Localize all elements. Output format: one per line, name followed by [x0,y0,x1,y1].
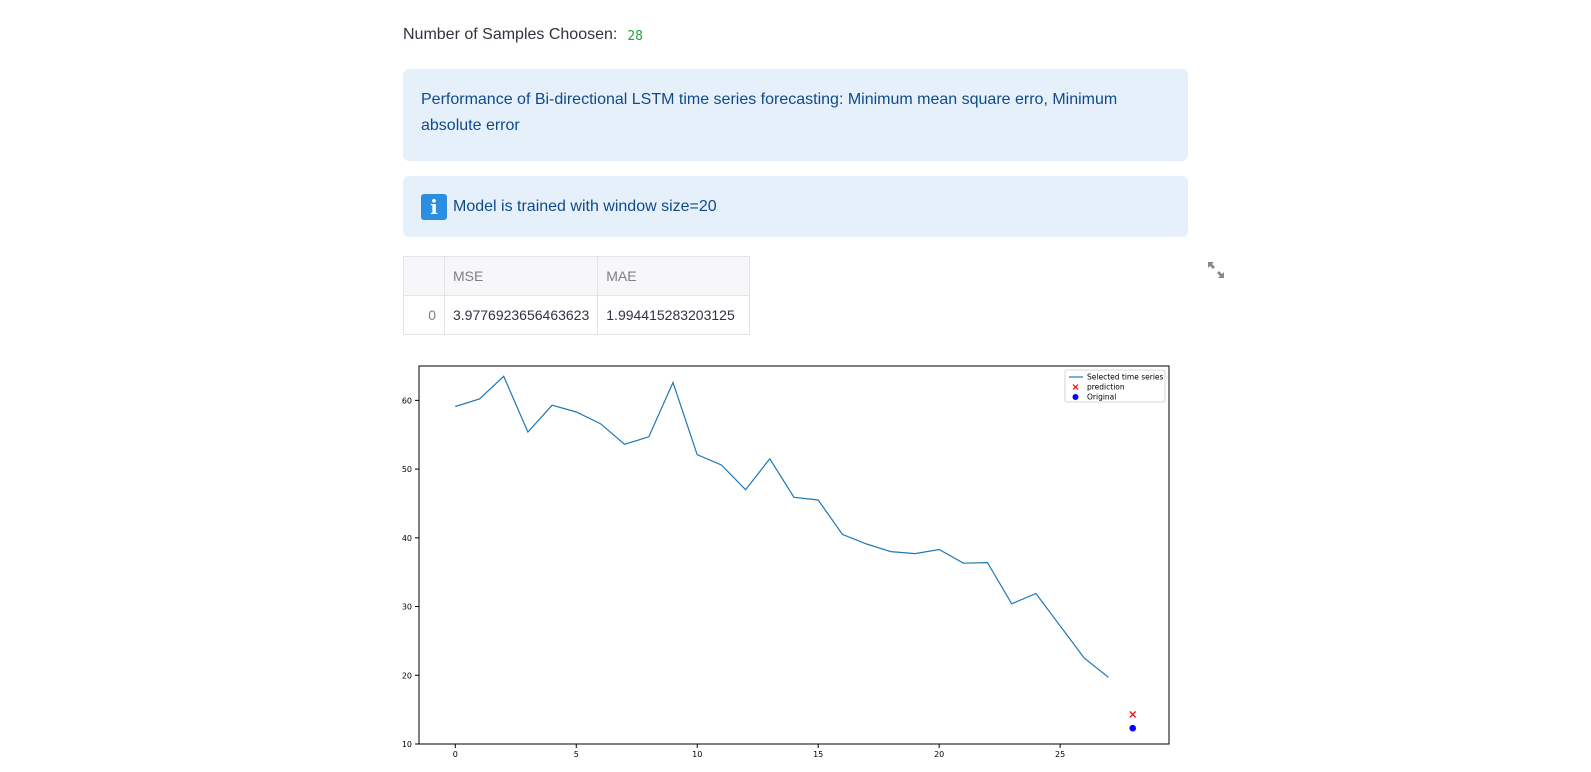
y-tick-label: 40 [402,534,412,543]
expand-icon[interactable] [1206,260,1226,280]
y-tick-label: 60 [402,396,412,405]
legend-label: prediction [1087,383,1125,392]
performance-info-text: Performance of Bi-directional LSTM time … [421,91,1118,134]
info-icon: i [421,193,447,220]
samples-label: Number of Samples Choosen: [403,26,618,43]
legend-label: Original [1087,393,1116,402]
plot-frame [418,365,1170,745]
legend-box [1064,369,1166,403]
legend-dot-swatch [1072,394,1079,400]
prediction-marker-stroke [1129,710,1137,718]
series-line-selected-time-series [455,375,1109,678]
original-point [1129,724,1137,732]
x-tick-label: 25 [1055,750,1065,759]
y-tick-label: 30 [402,603,412,612]
mae-cell[interactable]: 1.994415283203125 [597,295,751,335]
legend-x-swatch [1072,384,1079,390]
mae-header[interactable]: MAE [597,256,751,296]
x-tick-label: 0 [453,750,458,759]
table-header-row: MSE MAE [403,256,751,296]
samples-count: Number of Samples Choosen: 28 [403,26,643,44]
row-index: 0 [403,295,445,335]
x-tick-label: 5 [574,750,579,759]
metrics-table: MSE MAE 0 3.9776923656463623 1.994415283… [403,256,751,335]
x-tick-label: 10 [692,750,702,759]
time-series-chart: 10 20 30 40 50 60 0 5 10 15 20 25 Selected time se… [402,365,1170,759]
x-tick-label: 20 [934,750,944,759]
y-tick-label: 50 [402,465,412,474]
y-tick-label: 20 [402,671,412,680]
prediction-point [1129,710,1137,718]
mse-cell[interactable]: 3.9776923656463623 [443,295,599,335]
y-tick-label: 10 [402,740,412,749]
legend-label: Selected time series [1087,373,1164,382]
window-info-box: i Model is trained with window size=20 [403,176,1188,237]
samples-value: 28 [627,29,643,44]
performance-info-box: Performance of Bi-directional LSTM time … [403,69,1188,161]
window-info-text: Model is trained with window size=20 [453,197,717,215]
table-row: 0 3.9776923656463623 1.994415283203125 [403,295,751,335]
index-header [403,256,445,296]
mse-header[interactable]: MSE [443,256,599,296]
x-tick-label: 15 [813,750,823,759]
